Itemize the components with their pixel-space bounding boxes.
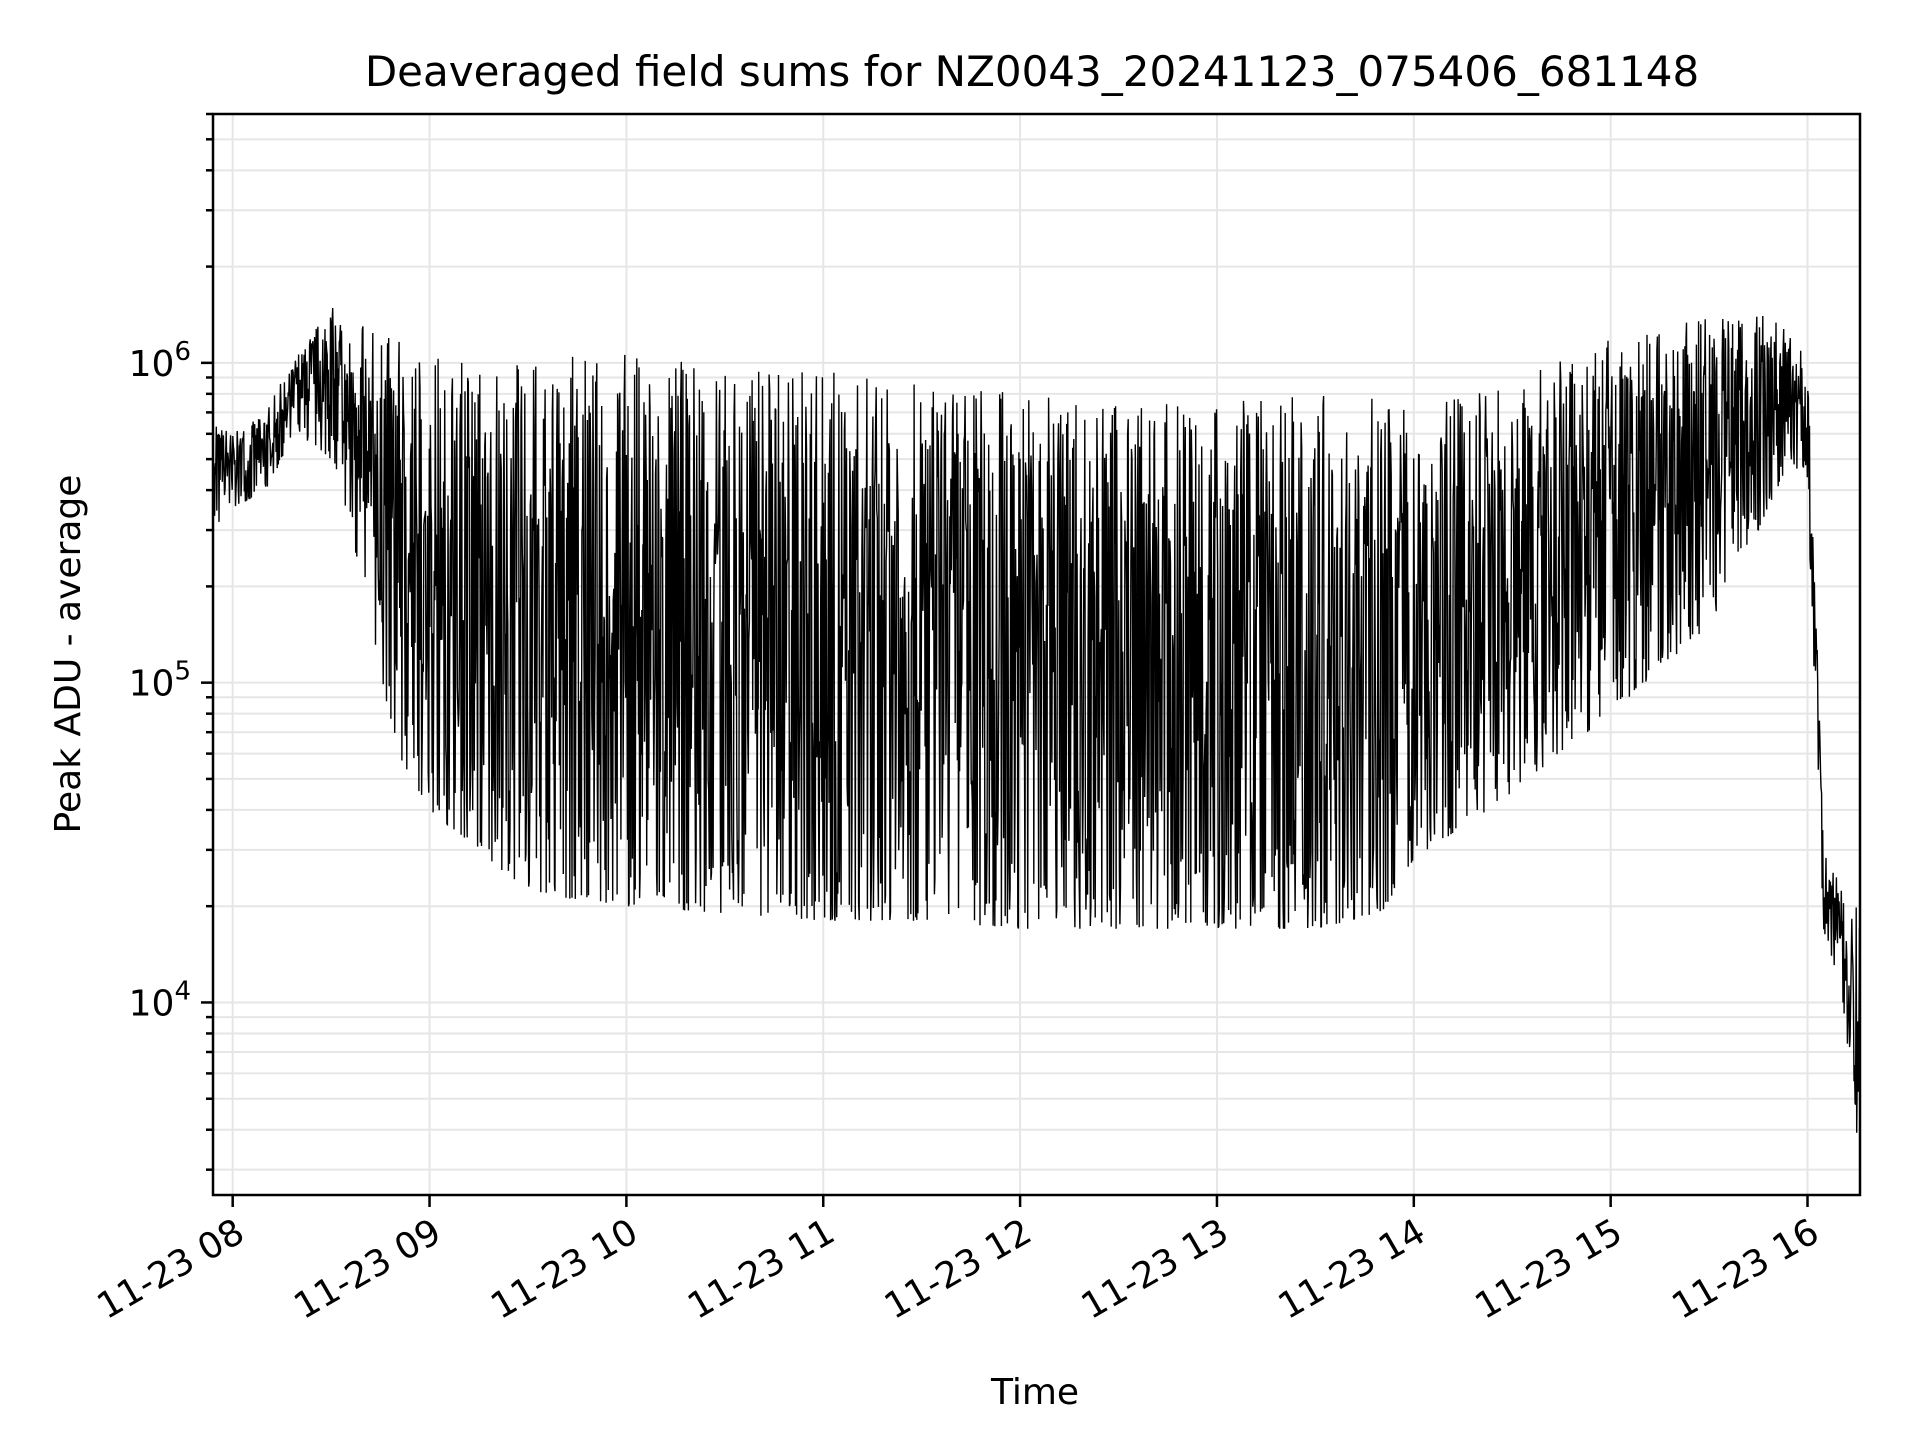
x-tick-label: 11-23 16 (1665, 1211, 1826, 1327)
x-tick-label: 11-23 10 (484, 1211, 645, 1327)
x-tick-label: 11-23 14 (1272, 1211, 1433, 1327)
y-axis-label: Peak ADU - average (48, 475, 89, 834)
x-axis: 11-23 08 11-23 09 11-23 10 11-23 11 11-23 12… (91, 1195, 1826, 1328)
chart-title: Deaveraged field sums for NZ0043_2024112… (365, 47, 1699, 96)
plot-frame (211, 112, 1862, 1197)
x-axis-label: Time (990, 1372, 1079, 1413)
y-axis: 104 105 106 (129, 112, 213, 1171)
y-tick-label: 105 (129, 657, 191, 705)
y-tick-label: 106 (129, 337, 191, 385)
x-tick-label: 11-23 09 (287, 1211, 448, 1327)
x-tick-label: 11-23 13 (1075, 1211, 1236, 1327)
x-tick-label: 11-23 11 (681, 1211, 842, 1327)
x-tick-label: 11-23 08 (91, 1211, 252, 1327)
x-tick-label: 11-23 12 (878, 1211, 1039, 1327)
x-tick-label: 11-23 15 (1468, 1211, 1629, 1327)
plot-area (213, 307, 1860, 1133)
series-line (213, 307, 1860, 1133)
y-tick-label: 104 (129, 976, 191, 1024)
